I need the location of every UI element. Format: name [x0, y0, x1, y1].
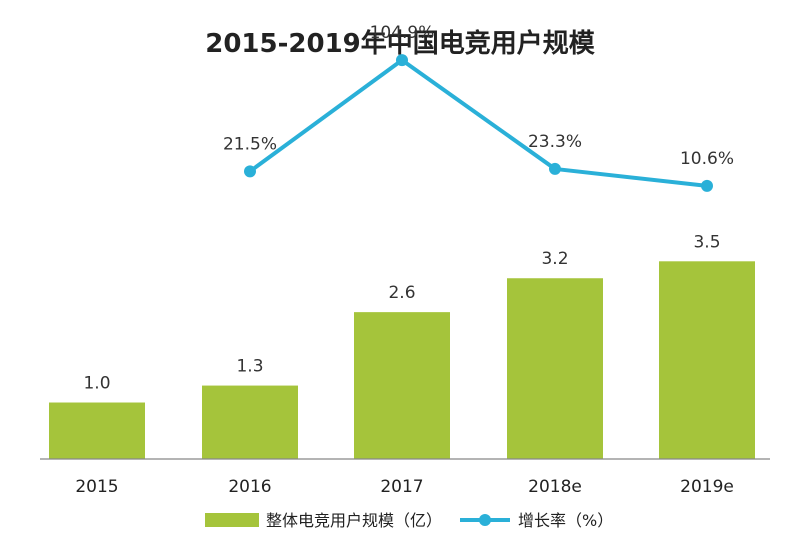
chart-title: 2015-2019年中国电竞用户规模 — [205, 28, 596, 59]
x-tick-label: 2016 — [228, 477, 271, 497]
growth-line-layer: 21.5% 104.9% 23.3% 10.6% — [223, 23, 734, 192]
x-tick-label: 2017 — [380, 477, 423, 497]
bar-value-label: 3.2 — [541, 249, 568, 269]
legend-bar-swatch — [205, 513, 259, 527]
bar-value-label: 2.6 — [388, 283, 415, 303]
bar-value-label: 1.3 — [236, 357, 263, 377]
growth-value-label: 104.9% — [370, 23, 435, 43]
bar-2016 — [202, 385, 298, 459]
x-tick-label: 2018e — [528, 477, 582, 497]
growth-value-label: 23.3% — [528, 132, 582, 152]
growth-value-label: 10.6% — [680, 149, 734, 169]
bar-2017 — [354, 312, 450, 459]
bar-2018e — [507, 278, 603, 459]
legend: 整体电竞用户规模（亿） 增长率（%） — [205, 511, 613, 530]
bar-2019e — [659, 261, 755, 459]
bar-value-label: 3.5 — [693, 232, 720, 252]
growth-line — [248, 58, 708, 188]
bar-2015 — [49, 402, 145, 459]
bars-layer: 1.0 1.3 2.6 3.2 3.5 — [49, 232, 755, 459]
x-tick-labels: 2015 2016 2017 2018e 2019e — [75, 477, 734, 497]
x-tick-label: 2015 — [75, 477, 118, 497]
growth-point-2016 — [244, 165, 256, 178]
growth-point-2017 — [396, 54, 408, 67]
legend-line-label: 增长率（%） — [518, 511, 613, 530]
legend-line-marker — [479, 514, 491, 526]
growth-point-2019e — [701, 179, 713, 192]
x-tick-label: 2019e — [680, 477, 734, 497]
bar-value-label: 1.0 — [83, 374, 110, 394]
growth-point-2018e — [549, 162, 561, 175]
growth-value-label: 21.5% — [223, 134, 277, 154]
legend-bar-label: 整体电竞用户规模（亿） — [266, 511, 442, 530]
